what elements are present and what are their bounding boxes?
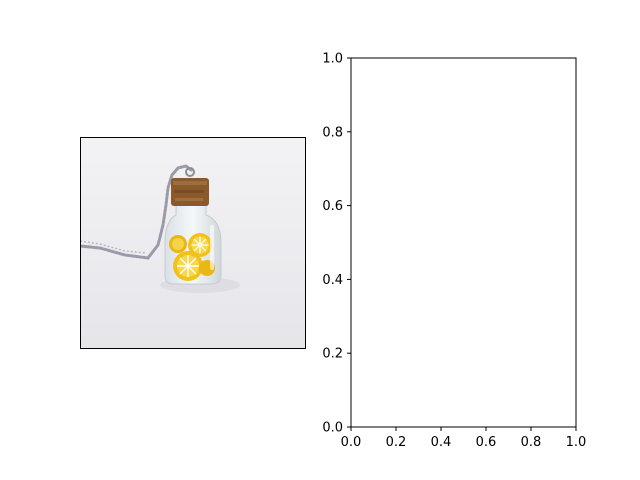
x-tick-label: 0.4: [431, 435, 452, 450]
y-tick-label: 0.2: [322, 347, 343, 362]
y-axis: 0.0 0.2 0.4 0.6 0.8 1.0: [322, 52, 351, 436]
x-tick-label: 0.2: [386, 435, 407, 450]
photo-panel: [80, 137, 306, 349]
y-tick-label: 0.0: [322, 421, 343, 436]
photo-frame: [80, 137, 306, 349]
y-tick-label: 1.0: [322, 52, 343, 67]
x-tick-label: 0.6: [476, 435, 497, 450]
y-tick-label: 0.6: [322, 199, 343, 214]
y-tick-label: 0.8: [322, 125, 343, 140]
empty-axes: 0.0 0.2 0.4 0.6 0.8 1.0 0.0 0.2 0.4 0.6 0.8 1.0: [322, 52, 586, 451]
x-tick-label: 1.0: [566, 435, 587, 450]
y-tick-label: 0.4: [322, 273, 343, 288]
x-tick-label: 0.0: [341, 435, 362, 450]
x-tick-label: 0.8: [521, 435, 542, 450]
axes-frame: [350, 57, 577, 428]
lemon-slices: [169, 233, 215, 281]
pendant-photo: [80, 137, 305, 348]
x-axis: 0.0 0.2 0.4 0.6 0.8 1.0: [341, 427, 587, 450]
